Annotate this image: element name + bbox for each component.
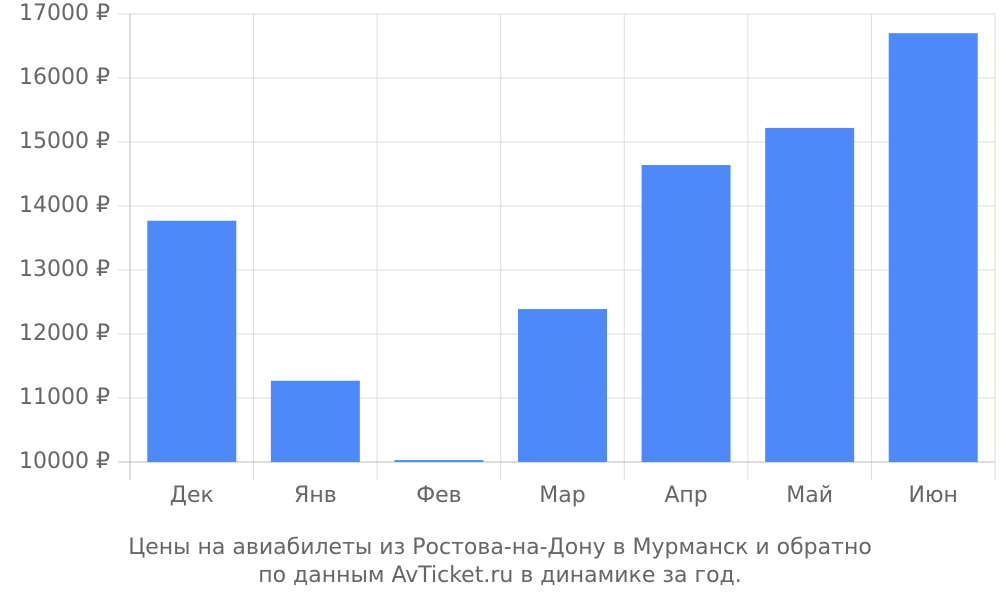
y-tick-label: 11000 ₽ bbox=[19, 385, 110, 410]
y-tick-label: 10000 ₽ bbox=[19, 449, 110, 474]
y-tick-label: 17000 ₽ bbox=[19, 1, 110, 26]
y-tick-label: 16000 ₽ bbox=[19, 65, 110, 90]
y-tick-label: 15000 ₽ bbox=[19, 129, 110, 154]
x-tick-label: Фев bbox=[416, 483, 461, 508]
chart-subtitle: по данным AvTicket.ru в динамике за год. bbox=[258, 563, 742, 588]
bar bbox=[641, 165, 731, 463]
x-tick-label: Дек bbox=[170, 483, 214, 508]
x-tick-label: Май bbox=[786, 483, 833, 508]
bar bbox=[518, 309, 607, 462]
x-tick-label: Янв bbox=[294, 483, 337, 508]
bar bbox=[765, 127, 855, 463]
y-tick-label: 12000 ₽ bbox=[19, 321, 110, 346]
chart-title: Цены на авиабилеты из Ростова-на-Дону в … bbox=[128, 535, 872, 560]
bar bbox=[270, 380, 360, 462]
x-tick-label: Апр bbox=[664, 483, 707, 508]
bar bbox=[394, 460, 484, 462]
bar bbox=[147, 220, 237, 462]
x-tick-label: Июн bbox=[909, 483, 958, 508]
y-tick-label: 13000 ₽ bbox=[19, 257, 110, 282]
y-tick-label: 14000 ₽ bbox=[19, 193, 110, 218]
bar bbox=[888, 33, 978, 462]
x-tick-label: Мар bbox=[539, 483, 585, 508]
